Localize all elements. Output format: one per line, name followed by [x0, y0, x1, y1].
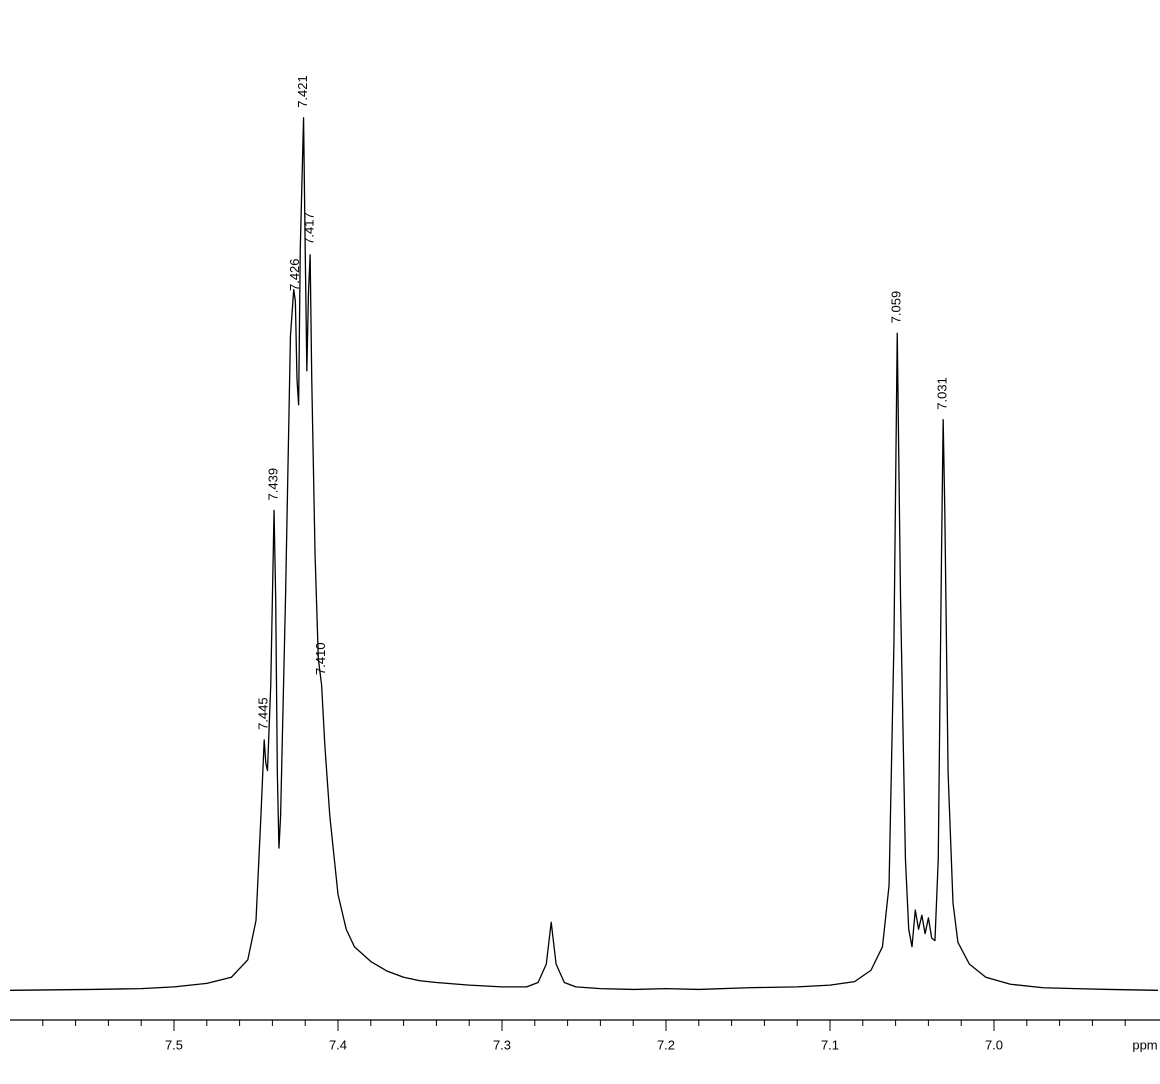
x-tick-label: 7.1	[821, 1037, 839, 1052]
peak-label: 7.445	[256, 697, 271, 730]
x-tick-label: 7.5	[165, 1037, 183, 1052]
peak-label: 7.421	[295, 75, 310, 108]
peak-label: 7.426	[287, 258, 302, 291]
x-tick-label: 7.0	[985, 1037, 1003, 1052]
peak-label: 7.031	[935, 377, 950, 410]
x-tick-label: 7.3	[493, 1037, 511, 1052]
peak-label: 7.410	[313, 642, 328, 675]
peak-label: 7.417	[302, 212, 317, 245]
peak-label: 7.439	[265, 468, 280, 501]
x-tick-label: 7.4	[329, 1037, 347, 1052]
x-tick-label: 7.2	[657, 1037, 675, 1052]
peak-label: 7.059	[889, 291, 904, 324]
x-axis-label: ppm	[1132, 1037, 1157, 1052]
spectrum-line	[9, 117, 1159, 991]
